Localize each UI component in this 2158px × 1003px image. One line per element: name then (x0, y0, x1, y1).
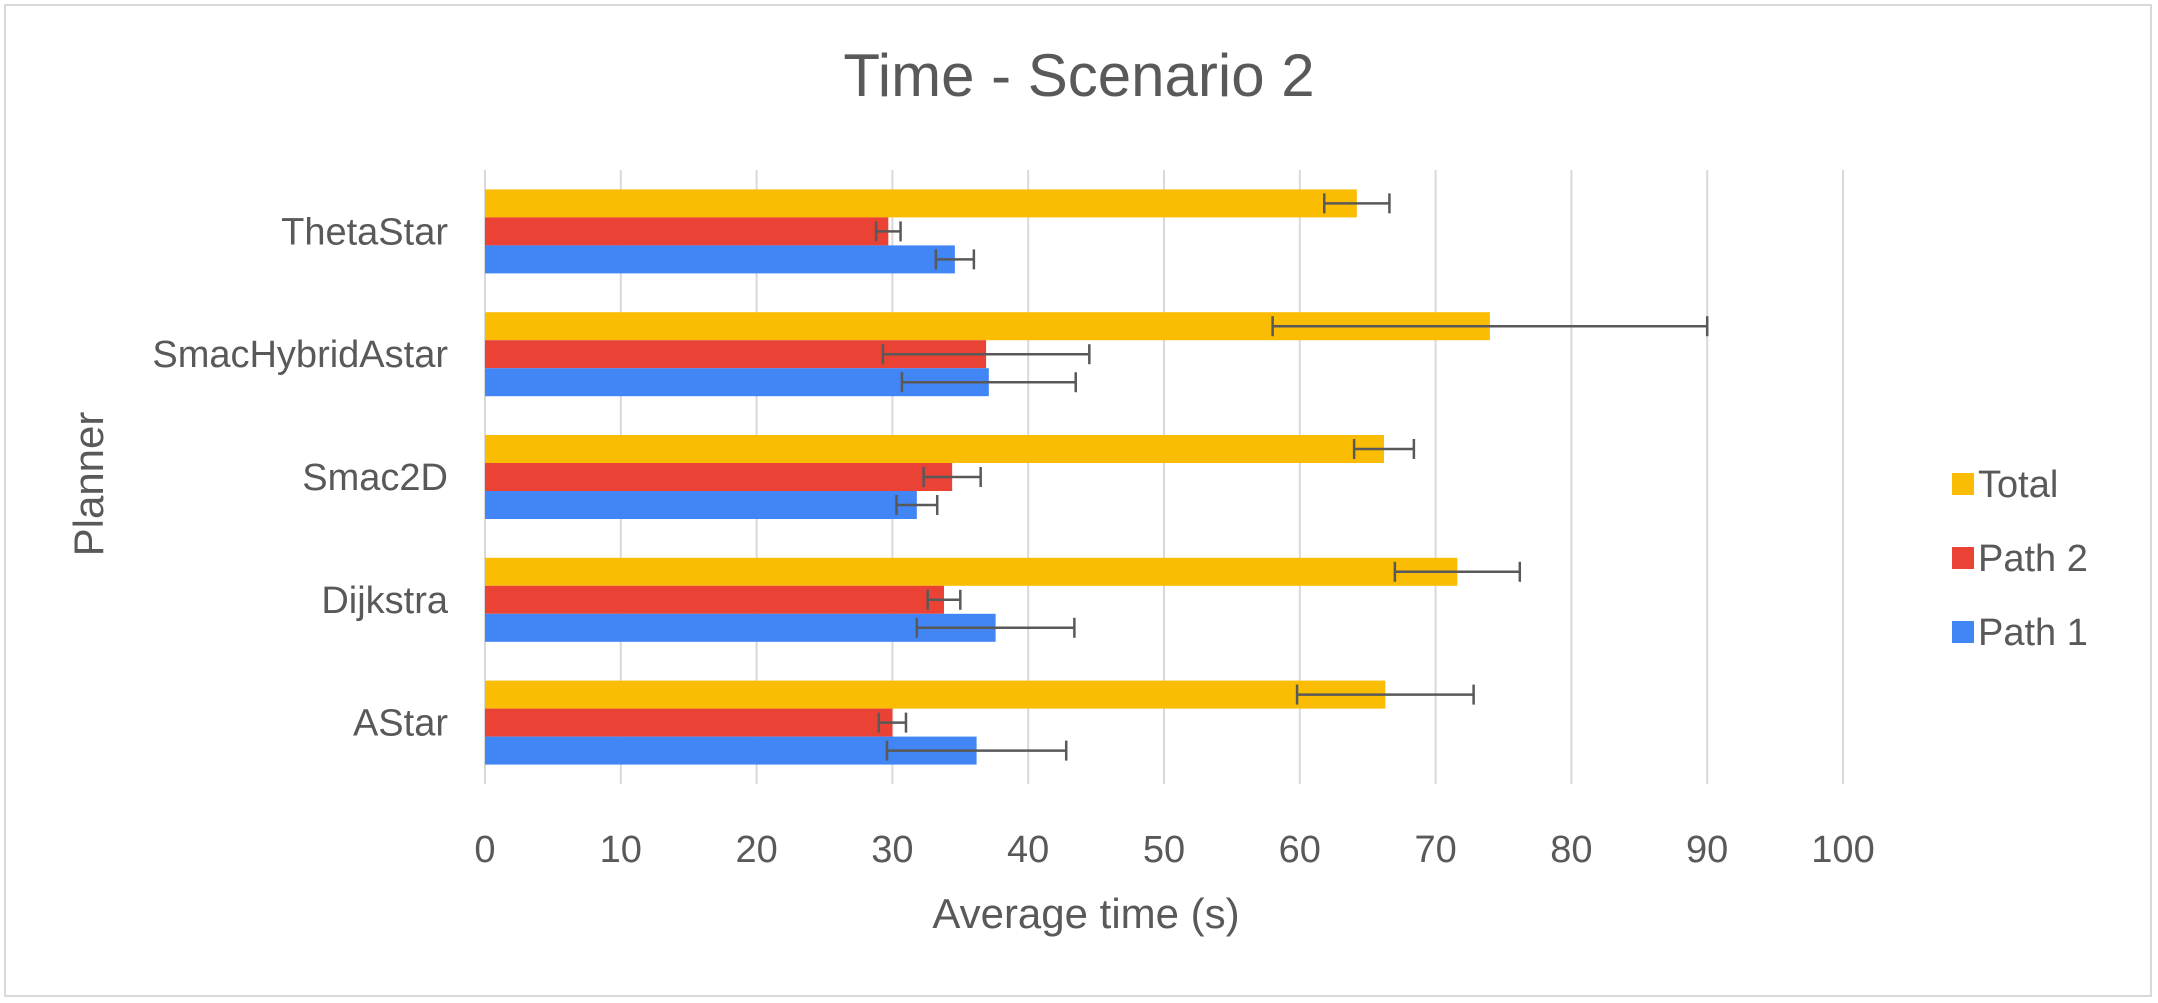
x-tick-0: 0 (474, 829, 495, 871)
bars (485, 189, 1490, 765)
x-tick-70: 70 (1414, 829, 1456, 871)
error-bar-total-smac2d (1352, 439, 1416, 459)
category-label-smac2d: Smac2D (302, 457, 448, 499)
x-tick-20: 20 (735, 829, 777, 871)
error-bar-total-astar (1295, 684, 1475, 705)
legend-label-path-1: Path 1 (1978, 612, 2088, 654)
x-tick-30: 30 (871, 829, 913, 871)
category-label-smachybridastar: SmacHybridAstar (152, 334, 448, 376)
legend-swatch-total (1952, 473, 1974, 495)
legend-label-path-2: Path 2 (1978, 538, 2088, 580)
y-axis-title: Planner (65, 412, 112, 557)
bar-total-astar (485, 680, 1386, 709)
error-bar-path-1-astar (885, 740, 1068, 761)
error-bar-path-2-thetastar (874, 221, 902, 242)
x-tick-80: 80 (1550, 829, 1592, 871)
error-bar-path-2-astar (877, 712, 908, 733)
x-tick-labels: 0 10 20 30 40 50 60 70 80 90 100 (474, 829, 1874, 871)
error-bar-total-dijkstra (1393, 561, 1522, 582)
x-tick-100: 100 (1811, 829, 1874, 871)
bar-path-1-dijkstra (485, 613, 996, 642)
bar-path-2-dijkstra (485, 585, 945, 614)
bar-path-2-astar (485, 708, 893, 737)
error-bar-total-smachybridastar (1271, 316, 1709, 337)
x-tick-40: 40 (1007, 829, 1049, 871)
category-label-thetastar: ThetaStar (281, 211, 448, 253)
legend: Total Path 2 Path 1 (1952, 464, 2088, 654)
bar-path-2-smac2d (485, 463, 953, 491)
error-bar-path-1-dijkstra (915, 617, 1076, 638)
legend-swatch-path-1 (1952, 621, 1974, 643)
legend-swatch-path-2 (1952, 547, 1974, 569)
error-bar-total-thetastar (1322, 193, 1391, 214)
bar-total-thetastar (485, 189, 1357, 218)
x-tick-60: 60 (1279, 829, 1321, 871)
error-bars (874, 193, 1709, 761)
chart-frame (4, 4, 2152, 997)
bar-path-1-smac2d (485, 491, 917, 519)
error-bar-path-2-smachybridastar (881, 344, 1091, 365)
chart-title: Time - Scenario 2 (843, 42, 1314, 109)
error-bar-path-2-smac2d (922, 467, 982, 487)
x-tick-90: 90 (1686, 829, 1728, 871)
legend-label-total: Total (1978, 464, 2058, 506)
bar-total-smac2d (485, 435, 1384, 463)
category-label-astar: AStar (353, 703, 448, 745)
x-tick-10: 10 (600, 829, 642, 871)
error-bar-path-2-dijkstra (926, 589, 962, 610)
bar-total-dijkstra (485, 557, 1458, 586)
bar-path-1-thetastar (485, 245, 955, 274)
x-axis-title: Average time (s) (932, 890, 1239, 937)
category-label-dijkstra: Dijkstra (321, 580, 449, 622)
bar-path-2-thetastar (485, 217, 889, 246)
category-labels: ThetaStar SmacHybridAstar Smac2D Dijkstra AS… (152, 211, 448, 744)
x-tick-50: 50 (1143, 829, 1185, 871)
error-bar-path-1-thetastar (934, 249, 976, 270)
error-bar-path-1-smachybridastar (900, 372, 1077, 393)
error-bar-path-1-smac2d (895, 495, 939, 515)
